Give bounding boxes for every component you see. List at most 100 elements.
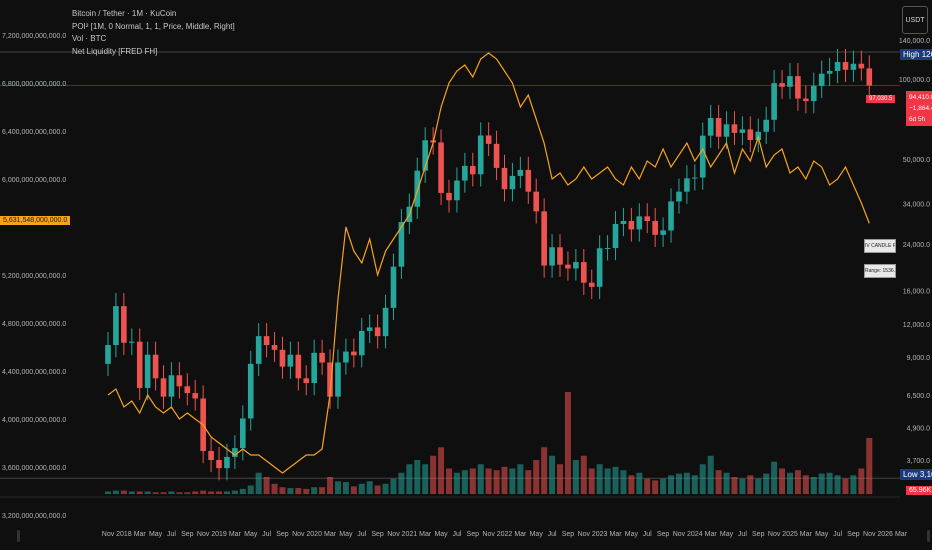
candle-body <box>573 262 579 269</box>
volume-bar <box>461 470 468 494</box>
volume-bar <box>834 475 841 494</box>
volume-bar <box>802 475 809 494</box>
candle-body <box>818 73 825 86</box>
time-axis-tick: Mar <box>324 531 337 538</box>
candle-body <box>787 76 793 87</box>
volume-bar <box>422 464 429 494</box>
volume-bar <box>144 491 151 494</box>
candle-body <box>517 169 524 176</box>
time-axis-tick: Mar <box>134 531 147 538</box>
last-price-label: 94,410.0 −1,864.400 6d 5h <box>906 91 932 126</box>
time-axis-tick: 2018 <box>116 531 132 538</box>
volume-bar <box>319 487 326 494</box>
volume-bar <box>842 478 849 494</box>
time-axis-tick: Nov <box>482 531 495 538</box>
volume-bar <box>818 473 825 494</box>
time-axis-tick: Nov <box>863 531 876 538</box>
volume-bar <box>192 491 199 494</box>
candle-body <box>462 165 468 181</box>
time-axis-tick: Mar <box>705 531 718 538</box>
time-axis-tick: Sep <box>371 531 384 538</box>
candle-body <box>612 224 619 249</box>
volume-bar <box>374 485 381 494</box>
left-price-box: 97,030.5 <box>866 95 896 103</box>
bar-countdown: 6d 5h <box>909 116 926 123</box>
volume-bar <box>580 455 587 494</box>
volume-bar <box>223 491 230 494</box>
time-axis-tick: 2020 <box>306 531 322 538</box>
volume-bar <box>469 468 476 494</box>
time-axis-tick: Sep <box>467 531 480 538</box>
volume-bar <box>271 483 278 494</box>
volume-bar <box>485 468 492 494</box>
legend-net-liquidity[interactable]: Net Liquidity [FRED FH] <box>72 46 158 56</box>
net-liquidity-line <box>107 52 870 474</box>
time-axis-tick: Mar <box>514 531 527 538</box>
volume-bar <box>406 464 413 494</box>
right-axis-tick: 9,000.0 <box>907 355 930 362</box>
candle-body <box>168 375 175 397</box>
candle-body <box>311 352 317 384</box>
volume-bar <box>303 488 310 494</box>
volume-bar <box>620 470 627 494</box>
volume-bar <box>763 473 770 494</box>
right-axis-tick: 140,000.0 <box>899 38 930 45</box>
volume-bar <box>366 481 373 494</box>
axis-handle[interactable] <box>17 530 20 542</box>
volume-bar <box>668 475 675 494</box>
candle-body <box>390 266 397 308</box>
left-axis-tick: 4,400,000,000,000.0 <box>2 369 66 376</box>
candle-body <box>128 341 135 343</box>
right-axis-tick: 16,000.0 <box>903 289 930 296</box>
time-axis-tick: Mar <box>800 531 813 538</box>
candle-body <box>216 460 222 469</box>
right-axis-tick: 12,000.0 <box>903 322 930 329</box>
candle-body <box>810 85 817 102</box>
candle-body <box>279 349 286 367</box>
volume-bar <box>493 470 500 494</box>
volume-bar <box>691 475 698 494</box>
time-axis-tick: Nov <box>102 531 115 538</box>
currency-button[interactable]: USDT <box>902 6 928 34</box>
price-change: −1,864.400 <box>909 105 932 112</box>
volume-bar <box>279 487 286 494</box>
left-axis-tick: 3,600,000,000,000.0 <box>2 465 66 472</box>
legend-volume[interactable]: Vol · BTC <box>72 34 107 43</box>
volume-bar <box>675 473 682 494</box>
time-axis-tick: May <box>244 531 258 538</box>
candle-body <box>549 247 555 266</box>
volume-bar <box>120 490 127 494</box>
time-axis-tick: May <box>720 531 734 538</box>
legend-indicator-poi[interactable]: POI² [1M, 0 Normal, 1, 1, Price, Middle,… <box>72 21 235 31</box>
volume-bar <box>231 490 238 494</box>
candle-body <box>351 351 357 356</box>
candle-body <box>557 247 563 265</box>
poi-title: IV CANDLE POI <box>864 239 896 253</box>
candle-body <box>699 135 706 178</box>
right-axis-tick: 4,900.0 <box>907 426 930 433</box>
volume-bar <box>660 478 667 494</box>
volume-bar <box>683 472 690 494</box>
volume-bar <box>541 447 548 494</box>
candle-body <box>707 117 714 136</box>
candle-body <box>247 363 254 419</box>
legend-symbol[interactable]: Bitcoin / Tether · 1M · KuCoin <box>72 9 177 18</box>
candle-body <box>604 248 611 250</box>
scroll-handle[interactable] <box>927 530 930 542</box>
high-value: 126,185.4 <box>921 50 932 59</box>
volume-bar <box>501 466 508 494</box>
candle-body <box>842 62 849 70</box>
left-axis-tick: 5,200,000,000,000.0 <box>2 273 66 280</box>
time-axis-tick: Mar <box>229 531 242 538</box>
volume-bar <box>564 392 571 494</box>
candle-body <box>676 191 682 202</box>
volume-bar <box>636 472 643 494</box>
volume-bar <box>858 468 865 494</box>
candle-body <box>668 201 674 231</box>
candle-body <box>121 306 127 343</box>
candle-body <box>335 362 341 397</box>
candle-body <box>232 448 238 457</box>
candle-body <box>255 336 262 364</box>
volume-bar <box>168 491 175 494</box>
